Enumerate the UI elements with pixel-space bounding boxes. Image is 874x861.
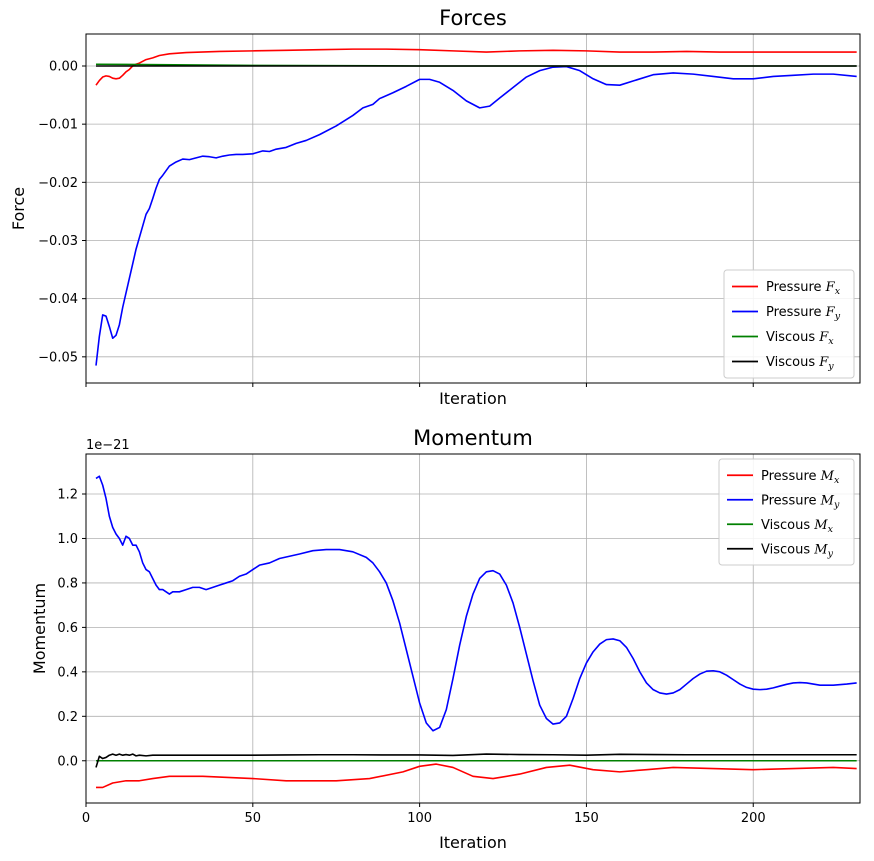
y-tick-label: 0.2 (57, 710, 78, 725)
legend-entry: Pressure Fy (766, 305, 841, 322)
y-tick-label: −0.04 (38, 292, 78, 307)
legend: Pressure Mx Pressure My Viscous Mx Viscous … (718, 458, 855, 566)
y-tick-label: −0.03 (38, 234, 78, 249)
y-tick-label: 0.6 (57, 621, 78, 636)
x-tick-label: 200 (741, 811, 766, 826)
x-tick-label: 100 (407, 811, 432, 826)
series-line-pressure-m-y (95, 475, 857, 732)
legend-entry: Pressure My (761, 493, 840, 510)
plot-frame (85, 33, 861, 384)
y-tick-label: 0.8 (57, 576, 78, 591)
legend-entry: Pressure Mx (761, 469, 840, 486)
series-line-viscous-m-y (95, 753, 857, 768)
series-line-pressure-m-x (96, 763, 857, 789)
y-axis-label: Force (9, 187, 28, 230)
legend: Pressure Fx Pressure Fy Viscous Fx Viscous … (723, 269, 855, 379)
x-axis-label: Iteration (439, 833, 507, 852)
forces-panel: 0.00 −0.01 −0.02 −0.03 −0.04 −0.05 Forces Itera… (9, 6, 861, 408)
legend-entry: Viscous Fy (766, 355, 834, 372)
x-tick-label: 150 (574, 811, 599, 826)
y-tick-label: −0.01 (38, 118, 78, 133)
series-line-pressure-f-y (95, 65, 857, 366)
y-tick-label: 0.0 (57, 754, 78, 769)
series-line-pressure-f-x (95, 48, 857, 86)
legend-entry: Viscous Fx (766, 330, 834, 347)
chart-title: Momentum (413, 426, 533, 450)
legend-entry: Viscous My (761, 542, 834, 559)
y-tick-label: −0.02 (38, 176, 78, 191)
plot-frame (85, 453, 861, 804)
momentum-panel: 0 50 100 150 200 0.0 0.2 0.4 0.6 0.8 1.0 1.2 1e−21 Mo… (30, 426, 861, 852)
y-offset-label: 1e−21 (86, 438, 130, 453)
y-tick-label: 0.00 (49, 59, 78, 74)
y-axis-label: Momentum (30, 583, 49, 674)
y-tick-label: 0.4 (57, 665, 78, 680)
y-tick-label: 1.0 (57, 532, 78, 547)
legend-entry: Pressure Fx (766, 280, 841, 297)
y-tick-label: −0.05 (38, 350, 78, 365)
x-tick-label: 0 (82, 811, 90, 826)
x-tick-label: 50 (245, 811, 262, 826)
chart-title: Forces (439, 6, 507, 30)
x-axis-label: Iteration (439, 389, 507, 408)
legend-entry: Viscous Mx (761, 518, 834, 535)
y-tick-label: 1.2 (57, 488, 78, 503)
